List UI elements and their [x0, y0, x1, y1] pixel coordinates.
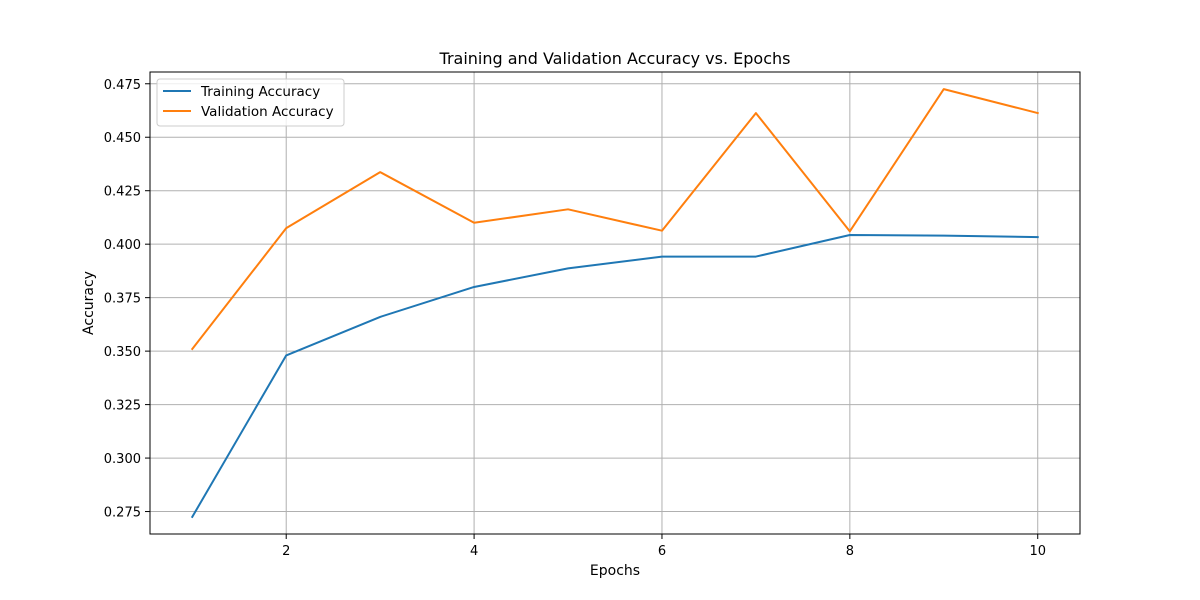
x-axis-label: Epochs	[590, 563, 640, 579]
y-tick-label: 0.350	[104, 345, 141, 360]
plot-frame	[149, 71, 1081, 535]
grid	[150, 72, 1080, 534]
series-line-training-accuracy	[190, 233, 1039, 519]
y-tick-label: 0.325	[104, 399, 141, 414]
x-tick-label: 2	[282, 544, 290, 559]
y-tick-label: 0.400	[104, 238, 141, 253]
axis-ticks: 2 4 6 8 10 0.275 0.300 0.325 0.350 0.375 0.400 0.42…	[104, 78, 1046, 559]
x-tick-label: 6	[658, 544, 666, 559]
x-tick-label: 10	[1029, 544, 1046, 559]
y-axis-label: Accuracy	[81, 271, 97, 335]
y-tick-label: 0.275	[104, 506, 141, 521]
chart-title: Training and Validation Accuracy vs. Epo…	[439, 49, 791, 68]
y-tick-label: 0.425	[104, 185, 141, 200]
legend-label-validation: Validation Accuracy	[201, 104, 334, 120]
x-tick-label: 4	[470, 544, 478, 559]
legend-box	[156, 78, 345, 127]
y-tick-label: 0.475	[104, 78, 141, 93]
legend-label-training: Training Accuracy	[200, 84, 320, 100]
x-tick-label: 8	[846, 544, 854, 559]
series-line-validation-accuracy	[190, 88, 1039, 351]
y-tick-label: 0.375	[104, 292, 141, 307]
series-lines	[190, 88, 1039, 519]
y-tick-label: 0.300	[104, 452, 141, 467]
y-tick-label: 0.450	[104, 131, 141, 146]
legend: Training Accuracy Validation Accuracy	[156, 78, 345, 127]
